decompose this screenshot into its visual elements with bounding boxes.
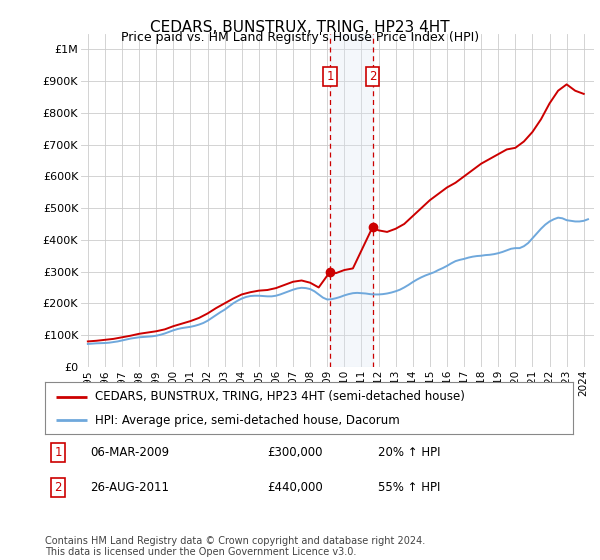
- Text: CEDARS, BUNSTRUX, TRING, HP23 4HT (semi-detached house): CEDARS, BUNSTRUX, TRING, HP23 4HT (semi-…: [95, 390, 465, 403]
- Text: 20% ↑ HPI: 20% ↑ HPI: [377, 446, 440, 459]
- Text: £440,000: £440,000: [267, 480, 323, 494]
- Text: Contains HM Land Registry data © Crown copyright and database right 2024.
This d: Contains HM Land Registry data © Crown c…: [45, 535, 425, 557]
- Text: 2: 2: [369, 71, 376, 83]
- Text: 06-MAR-2009: 06-MAR-2009: [90, 446, 169, 459]
- Text: HPI: Average price, semi-detached house, Dacorum: HPI: Average price, semi-detached house,…: [95, 414, 400, 427]
- Text: 55% ↑ HPI: 55% ↑ HPI: [377, 480, 440, 494]
- Text: CEDARS, BUNSTRUX, TRING, HP23 4HT: CEDARS, BUNSTRUX, TRING, HP23 4HT: [150, 20, 450, 35]
- Bar: [330, 34, 373, 367]
- Text: £300,000: £300,000: [267, 446, 322, 459]
- Text: 26-AUG-2011: 26-AUG-2011: [90, 480, 169, 494]
- Text: Price paid vs. HM Land Registry's House Price Index (HPI): Price paid vs. HM Land Registry's House …: [121, 31, 479, 44]
- Text: 1: 1: [326, 71, 334, 83]
- Text: 2: 2: [55, 480, 62, 494]
- Text: 1: 1: [55, 446, 62, 459]
